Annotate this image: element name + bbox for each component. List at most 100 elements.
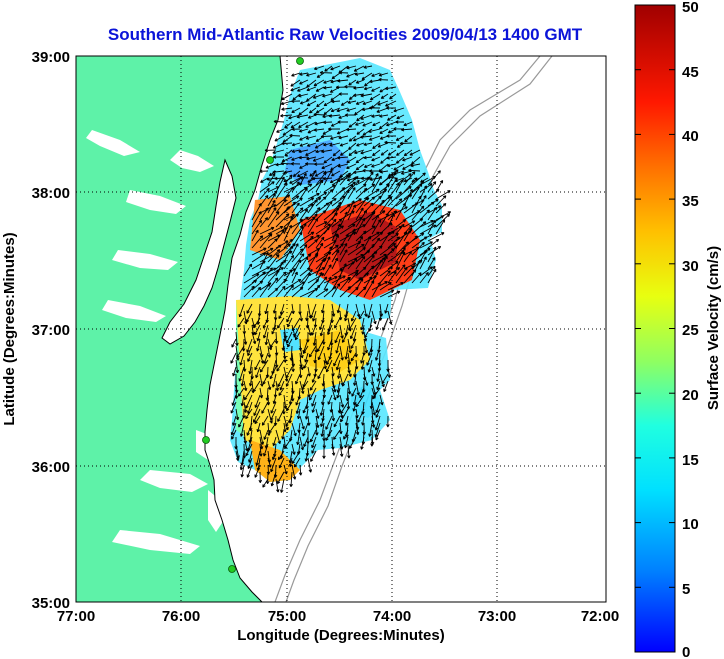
velocity-vector bbox=[299, 79, 309, 85]
velocity-vector bbox=[371, 310, 377, 325]
velocity-vector bbox=[299, 72, 309, 76]
velocity-vector bbox=[267, 457, 272, 468]
velocity-vector bbox=[254, 415, 261, 425]
velocity-vector bbox=[275, 259, 287, 270]
velocity-vector bbox=[435, 219, 446, 235]
velocity-vector bbox=[355, 207, 364, 221]
velocity-vector bbox=[270, 408, 277, 421]
velocity-vector bbox=[348, 436, 357, 449]
velocity-vector bbox=[312, 93, 325, 99]
velocity-vector bbox=[355, 380, 360, 396]
velocity-vector bbox=[363, 86, 373, 91]
velocity-vector bbox=[290, 86, 301, 92]
velocity-vector bbox=[355, 236, 363, 249]
velocity-vector bbox=[366, 352, 373, 366]
velocity-vector bbox=[386, 106, 397, 110]
velocity-vector bbox=[360, 149, 373, 155]
velocity-vector bbox=[323, 100, 333, 107]
velocity-vector bbox=[268, 422, 277, 434]
velocity-vector bbox=[393, 163, 405, 171]
y-tick-label: 39:00 bbox=[32, 49, 70, 66]
velocity-vector bbox=[308, 387, 317, 401]
velocity-vector bbox=[347, 187, 356, 200]
velocity-vector bbox=[291, 248, 304, 263]
velocity-vector bbox=[311, 443, 317, 454]
velocity-vector bbox=[298, 464, 303, 476]
velocity-vector bbox=[331, 387, 337, 401]
velocity-vector bbox=[299, 345, 304, 359]
velocity-vector bbox=[236, 345, 245, 359]
velocity-vector bbox=[307, 169, 317, 186]
velocity-vector bbox=[325, 415, 333, 430]
velocity-vector bbox=[251, 252, 267, 263]
velocity-vector bbox=[307, 278, 320, 291]
velocity-vector bbox=[291, 422, 297, 437]
velocity-vector bbox=[351, 387, 357, 397]
colorbar-tick-label: 0 bbox=[682, 644, 690, 659]
velocity-vector bbox=[325, 429, 333, 441]
velocity-vector bbox=[363, 265, 375, 277]
velocity-vector bbox=[372, 387, 381, 400]
velocity-vector bbox=[380, 149, 389, 156]
velocity-vector bbox=[243, 387, 253, 401]
map-title: Southern Mid-Atlantic Raw Velocities 200… bbox=[108, 25, 583, 44]
velocity-vector bbox=[323, 244, 339, 256]
velocity-vector bbox=[253, 317, 261, 329]
velocity-vector bbox=[363, 254, 375, 270]
velocity-vector bbox=[323, 184, 336, 193]
velocity-vector bbox=[267, 338, 273, 351]
velocity-vector bbox=[361, 72, 373, 80]
velocity-vector bbox=[271, 450, 277, 461]
velocity-vector bbox=[323, 264, 332, 277]
velocity-vector bbox=[348, 79, 357, 86]
velocity-vector bbox=[340, 100, 349, 106]
velocity-vector bbox=[363, 231, 380, 242]
velocity-vector bbox=[287, 317, 293, 328]
velocity-vector bbox=[347, 443, 351, 459]
velocity-vector bbox=[360, 359, 365, 370]
velocity-vector bbox=[275, 176, 285, 193]
x-tick-label: 77:00 bbox=[57, 608, 95, 625]
velocity-vector bbox=[315, 422, 319, 436]
velocity-vector bbox=[355, 79, 365, 84]
velocity-vector bbox=[263, 443, 269, 457]
colorbar-tick-label: 45 bbox=[682, 64, 699, 81]
velocity-vector bbox=[419, 256, 427, 270]
velocity-vector bbox=[360, 93, 373, 98]
velocity-vector bbox=[347, 366, 352, 378]
y-tick-label: 35:00 bbox=[32, 595, 70, 612]
velocity-vector bbox=[427, 268, 437, 284]
velocity-vector bbox=[264, 303, 269, 315]
velocity-vector bbox=[321, 149, 333, 154]
velocity-vector bbox=[312, 156, 325, 162]
velocity-vector bbox=[379, 212, 389, 228]
velocity-vector bbox=[344, 84, 357, 89]
velocity-vector bbox=[387, 114, 397, 121]
velocity-vector bbox=[395, 251, 406, 270]
velocity-vector bbox=[259, 267, 273, 284]
velocity-vector bbox=[411, 241, 425, 256]
colorbar-tick-label: 5 bbox=[682, 581, 690, 598]
velocity-vector bbox=[309, 380, 317, 391]
velocity-vector bbox=[299, 208, 309, 221]
velocity-vector bbox=[387, 213, 395, 228]
x-tick-label: 75:00 bbox=[268, 608, 306, 625]
velocity-vector bbox=[275, 429, 281, 445]
velocity-vector bbox=[331, 380, 337, 393]
velocity-vector bbox=[395, 264, 406, 277]
velocity-vector bbox=[311, 176, 325, 181]
velocity-vector bbox=[349, 324, 357, 340]
velocity-vector bbox=[239, 457, 245, 471]
velocity-vector bbox=[395, 156, 405, 164]
velocity-vector bbox=[356, 128, 365, 135]
x-axis-label: Longitude (Degrees:Minutes) bbox=[237, 627, 445, 644]
velocity-vector bbox=[403, 269, 417, 284]
velocity-vector bbox=[283, 284, 294, 298]
velocity-vector bbox=[339, 249, 348, 263]
velocity-vector bbox=[344, 436, 349, 449]
velocity-vector bbox=[339, 181, 356, 193]
velocity-vector bbox=[259, 443, 263, 457]
velocity-vector bbox=[299, 256, 309, 270]
velocity-vector bbox=[323, 276, 332, 291]
velocity-vector bbox=[376, 380, 381, 391]
